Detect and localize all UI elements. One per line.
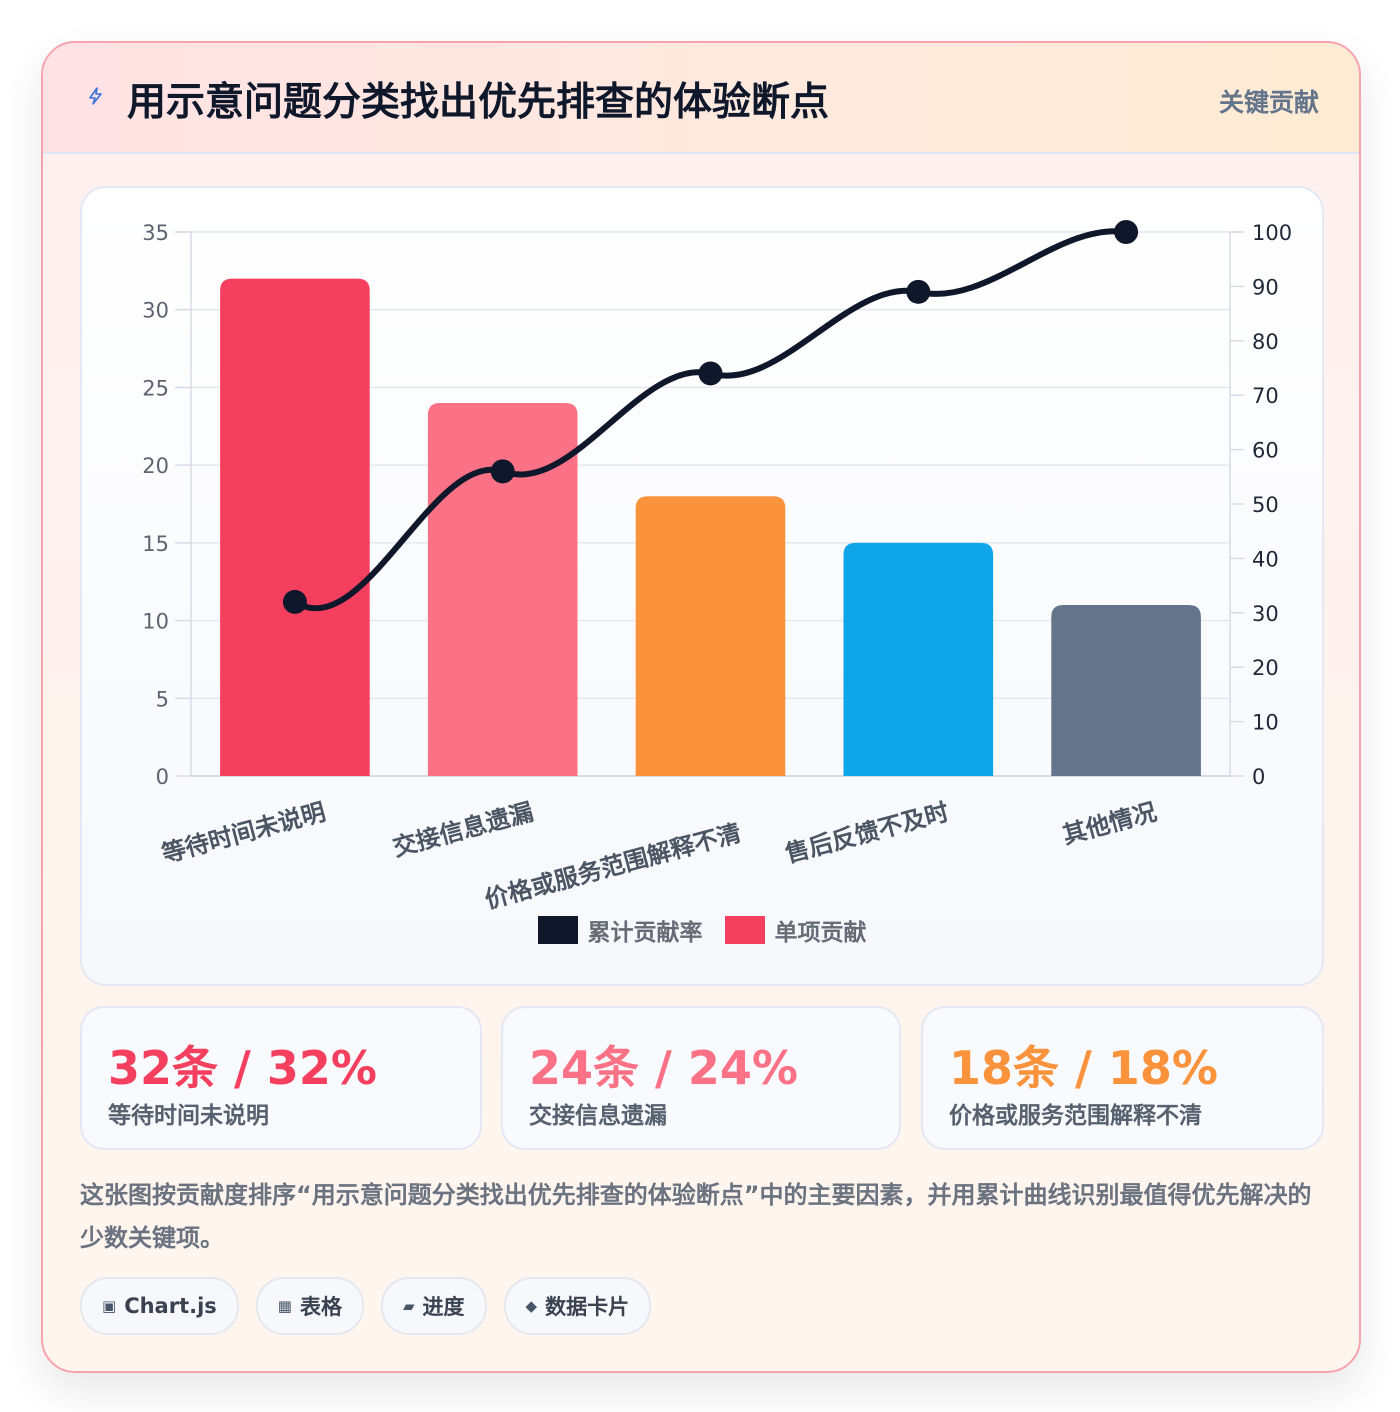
legend-label-single: 单项贡献 (774, 920, 867, 946)
y-right-tick-label: 50 (1252, 493, 1279, 517)
y-right-tick-label: 80 (1252, 330, 1279, 354)
card-header: 用示意问题分类找出优先排查的体验断点 关键贡献 (43, 43, 1359, 154)
legend-swatch-single (724, 916, 765, 944)
stat-value: 24条 / 24% (529, 1041, 798, 1095)
stat-card-3: 18条 / 18% 价格或服务范围解释不清 (921, 1006, 1324, 1150)
legend-swatch-cumulative (537, 916, 578, 944)
legend-label-cumulative: 累计贡献率 (587, 920, 703, 946)
x-tick-label: 交接信息遗漏 (390, 798, 536, 862)
chart-legend: 累计贡献率 单项贡献 (82, 910, 1322, 950)
x-tick-label: 售后反馈不及时 (782, 798, 952, 869)
bar (427, 402, 578, 776)
legend-item-single[interactable]: 单项贡献 (724, 913, 867, 947)
chart-card: 用示意问题分类找出优先排查的体验断点 关键贡献 0 5 10 15 20 25 30 35 0 1… (41, 41, 1361, 1373)
chart-description: 这张图按贡献度排序“用示意问题分类找出优先排查的体验断点”中的主要因素，并用累计… (80, 1181, 1312, 1252)
chip-table[interactable]: ▦ 表格 (255, 1277, 364, 1335)
stat-label: 价格或服务范围解释不清 (949, 1103, 1202, 1129)
y-left-tick-label: 30 (142, 299, 169, 323)
stat-card-2: 24条 / 24% 交接信息遗漏 (501, 1006, 901, 1150)
y-right-tick-label: 0 (1252, 765, 1265, 789)
stat-label: 交接信息遗漏 (529, 1103, 667, 1129)
y-left-tick-label: 5 (156, 687, 169, 711)
bar (220, 278, 370, 776)
y-right-tick-label: 60 (1252, 439, 1279, 463)
y-right-tick-label: 90 (1252, 275, 1279, 299)
legend-item-cumulative[interactable]: 累计贡献率 (537, 913, 703, 947)
y-left-tick-label: 35 (142, 221, 169, 245)
bar (843, 542, 994, 776)
cumulative-point (698, 361, 723, 386)
x-tick-label: 其他情况 (1060, 798, 1160, 850)
table-icon: ▦ (277, 1297, 292, 1315)
pareto-chart: 0 5 10 15 20 25 30 35 0 10 20 30 40 50 60 70 80 90 100 等待时间… (142, 220, 1292, 914)
chip-label: 表格 (299, 1295, 342, 1319)
y-right-tick-label: 30 (1252, 602, 1279, 626)
stat-card-1: 32条 / 32% 等待时间未说明 (80, 1006, 482, 1150)
progress-icon: ▰ (402, 1297, 415, 1315)
y-right-tick-label: 100 (1252, 221, 1292, 245)
chip-label: Chart.js (124, 1294, 217, 1318)
y-left-tick-label: 25 (142, 376, 169, 400)
y-left-tick-label: 15 (142, 532, 169, 556)
diamond-icon: ◆ (525, 1297, 538, 1315)
x-tick-label: 等待时间未说明 (159, 798, 329, 869)
chip-data-card[interactable]: ◆ 数据卡片 (503, 1277, 652, 1335)
header-tag: 关键贡献 (1218, 88, 1319, 117)
stat-value: 32条 / 32% (108, 1041, 377, 1095)
y-right-tick-label: 10 (1252, 711, 1279, 735)
y-right-tick-label: 40 (1252, 547, 1279, 571)
y-left-tick-label: 10 (142, 610, 169, 634)
bar (1051, 605, 1201, 776)
stat-value: 18条 / 18% (949, 1041, 1218, 1095)
chip-label: 数据卡片 (545, 1295, 630, 1319)
y-right-tick-label: 70 (1252, 384, 1279, 408)
cumulative-point (1114, 220, 1139, 244)
chip-label: 进度 (422, 1295, 465, 1319)
chip-progress[interactable]: ▰ 进度 (380, 1277, 487, 1335)
y-left-tick-label: 0 (156, 765, 169, 789)
chip-chartjs[interactable]: ▣ Chart.js (80, 1277, 239, 1335)
x-tick-label: 价格或服务范围解释不清 (482, 819, 744, 914)
cumulative-point (490, 459, 515, 484)
bar (635, 496, 786, 776)
page-title: 用示意问题分类找出优先排查的体验断点 (127, 80, 830, 125)
cumulative-line (291, 228, 1130, 612)
chart-panel: 0 5 10 15 20 25 30 35 0 10 20 30 40 50 60 70 80 90 100 等待时间… (80, 186, 1324, 986)
lightning-icon (89, 87, 102, 105)
y-left-tick-label: 20 (142, 454, 169, 478)
chartjs-icon: ▣ (102, 1297, 117, 1315)
y-right-tick-label: 20 (1252, 656, 1279, 680)
stat-label: 等待时间未说明 (108, 1103, 269, 1129)
tech-chips: ▣ Chart.js ▦ 表格 ▰ 进度 ◆ 数据卡片 (80, 1277, 652, 1335)
cumulative-point (282, 589, 307, 614)
cumulative-point (906, 279, 931, 304)
